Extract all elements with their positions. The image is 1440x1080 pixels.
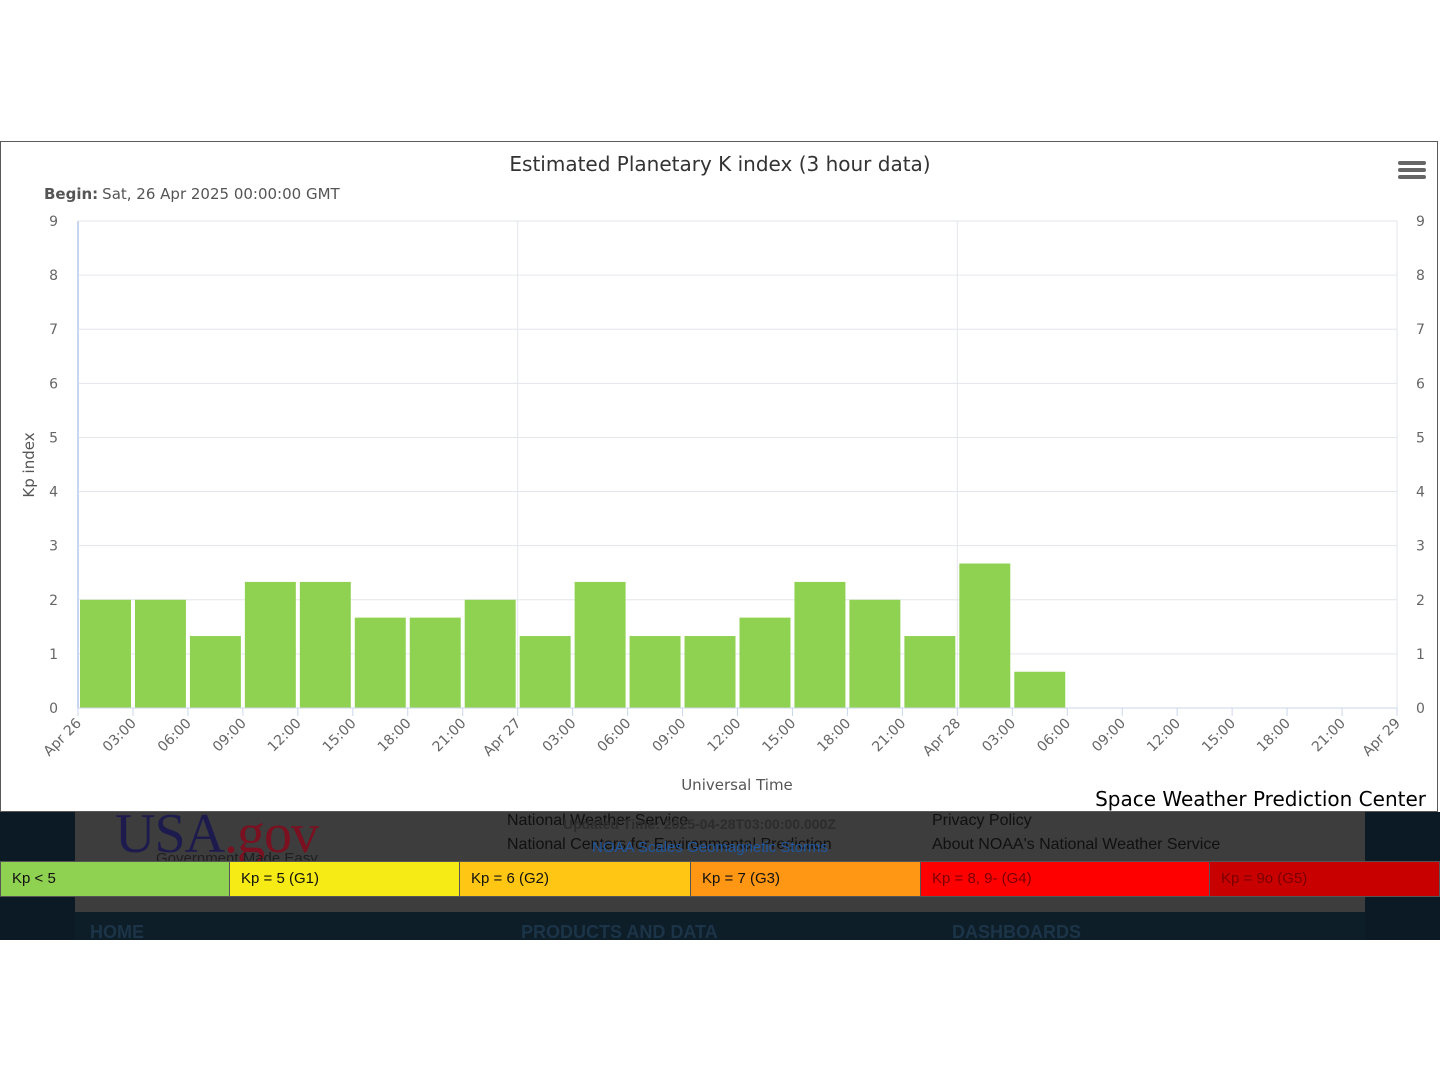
kp-bar[interactable]	[684, 636, 736, 708]
y-tick-label-left: 7	[49, 322, 58, 338]
x-tick-label: Apr 27	[480, 716, 524, 760]
chart-title: Estimated Planetary K index (3 hour data…	[509, 152, 930, 176]
x-tick-label: Apr 26	[41, 715, 85, 759]
x-tick-label: 09:00	[650, 716, 690, 756]
kp-bar[interactable]	[849, 599, 901, 708]
chart-credit[interactable]: Space Weather Prediction Center	[1095, 787, 1426, 811]
bars	[80, 563, 1066, 708]
x-tick-label: 21:00	[430, 716, 470, 756]
x-tick-label: 06:00	[1034, 716, 1074, 756]
x-tick-label: 03:00	[540, 716, 580, 756]
usa-logo-main: USA	[115, 812, 225, 865]
storm-scale-item: Kp = 5 (G1)	[230, 861, 460, 897]
x-tick-label: 15:00	[759, 716, 799, 756]
storm-scale-item: Kp = 6 (G2)	[460, 861, 691, 897]
updated-time-text: Updated Time: 2025-04-28T03:00:00.000Z	[563, 816, 836, 832]
kp-bar[interactable]	[409, 617, 461, 708]
y-tick-label-left: 6	[49, 376, 58, 392]
kp-bar[interactable]	[189, 636, 241, 708]
kp-bar[interactable]	[519, 636, 571, 708]
chart-context-menu-button[interactable]	[1398, 161, 1426, 183]
x-tick-label: 09:00	[210, 716, 250, 756]
x-tick-label: 03:00	[979, 716, 1019, 756]
storm-scale-item: Kp = 8, 9- (G4)	[921, 861, 1210, 897]
y-tick-label-left: 9	[49, 214, 58, 230]
noaa-scales-link[interactable]: NOAA Scales Geomagnetic Storms	[592, 839, 828, 856]
x-tick-label: 12:00	[704, 716, 744, 756]
about-nws-link[interactable]: About NOAA's National Weather Service	[932, 836, 1221, 853]
y-tick-label-right: 7	[1416, 322, 1425, 338]
nav-home[interactable]: HOME	[90, 922, 144, 940]
kp-bar[interactable]	[354, 617, 406, 708]
x-tick-label: Apr 29	[1360, 716, 1404, 760]
x-tick-label: 15:00	[320, 716, 360, 756]
nws-link[interactable]: National Weather Service	[507, 812, 689, 829]
privacy-policy-link[interactable]: Privacy Policy	[932, 812, 1032, 829]
x-tick-label: 18:00	[375, 716, 415, 756]
y-tick-label-left: 4	[49, 485, 58, 501]
x-tick-label: 09:00	[1089, 716, 1129, 756]
kp-bar[interactable]	[904, 636, 956, 708]
kp-bar[interactable]	[134, 599, 186, 708]
kp-bar[interactable]	[80, 599, 131, 708]
x-tick-label: 21:00	[1309, 716, 1349, 756]
y-tick-label-right: 1	[1416, 647, 1425, 663]
kp-bar[interactable]	[464, 599, 516, 708]
kp-index-chart: Estimated Planetary K index (3 hour data…	[20, 152, 1425, 794]
kp-bar[interactable]	[739, 617, 791, 708]
site-nav-bar: HOME PRODUCTS AND DATA DASHBOARDS	[75, 912, 1365, 940]
x-tick-label: 15:00	[1199, 716, 1239, 756]
kp-bar[interactable]	[574, 581, 626, 708]
subtitle-value: Sat, 26 Apr 2025 00:00:00 GMT	[102, 185, 340, 203]
kp-bar[interactable]	[629, 636, 681, 708]
x-tick-label: 03:00	[100, 716, 140, 756]
x-tick-label: 18:00	[1254, 716, 1294, 756]
y-tick-label-right: 3	[1416, 539, 1425, 555]
x-tick-label: 12:00	[1144, 716, 1184, 756]
x-tick-label: 06:00	[155, 716, 195, 756]
storm-scale-item: Kp = 9o (G5)	[1210, 861, 1440, 897]
x-tick-label: 06:00	[595, 716, 635, 756]
storm-scale-legend: Kp < 5 Kp = 5 (G1) Kp = 6 (G2) Kp = 7 (G3) K…	[0, 861, 1440, 897]
usa-gov-logo[interactable]: USA.gov	[115, 812, 319, 866]
y-tick-label-left: 1	[49, 647, 58, 663]
subtitle-label: Begin:	[44, 185, 98, 203]
x-tick-label: 12:00	[265, 716, 305, 756]
x-tick-label: 21:00	[869, 716, 909, 756]
y-tick-label-right: 0	[1416, 701, 1425, 717]
y-tick-label-left: 5	[49, 430, 58, 446]
x-tick-label: Apr 28	[920, 716, 964, 760]
storm-scale-item: Kp < 5	[0, 861, 230, 897]
storm-scale-item: Kp = 7 (G3)	[691, 861, 921, 897]
y-tick-label-left: 2	[49, 593, 58, 609]
chart-subtitle: Begin: Sat, 26 Apr 2025 00:00:00 GMT	[44, 185, 341, 203]
nav-products-and-data[interactable]: PRODUCTS AND DATA	[521, 922, 718, 940]
y-tick-label-left: 3	[49, 539, 58, 555]
x-tick-label: 18:00	[814, 716, 854, 756]
y-axis-title: Kp index	[20, 432, 38, 497]
kp-bar[interactable]	[1014, 671, 1066, 708]
y-tick-label-right: 4	[1416, 485, 1425, 501]
y-tick-label-left: 0	[49, 701, 58, 717]
hamburger-menu-icon	[1398, 161, 1426, 165]
y-tick-label-right: 2	[1416, 593, 1425, 609]
y-tick-label-right: 5	[1416, 430, 1425, 446]
x-axis-title: Universal Time	[681, 776, 793, 794]
usa-logo-suffix: .gov	[224, 812, 319, 865]
hamburger-menu-icon-line	[1398, 168, 1426, 172]
y-tick-label-right: 6	[1416, 376, 1425, 392]
kp-bar[interactable]	[244, 581, 296, 708]
grid-lines	[77, 220, 1398, 709]
ncep-link[interactable]: National Centers for Environmental Predi…	[507, 836, 832, 853]
kp-bar[interactable]	[959, 563, 1011, 708]
hamburger-menu-icon-line	[1398, 175, 1426, 179]
kp-bar[interactable]	[794, 581, 846, 708]
y-tick-label-right: 8	[1416, 268, 1425, 284]
y-tick-label-left: 8	[49, 268, 58, 284]
nav-dashboards[interactable]: DASHBOARDS	[952, 922, 1082, 940]
y-tick-label-right: 9	[1416, 214, 1425, 230]
kp-bar[interactable]	[299, 581, 351, 708]
